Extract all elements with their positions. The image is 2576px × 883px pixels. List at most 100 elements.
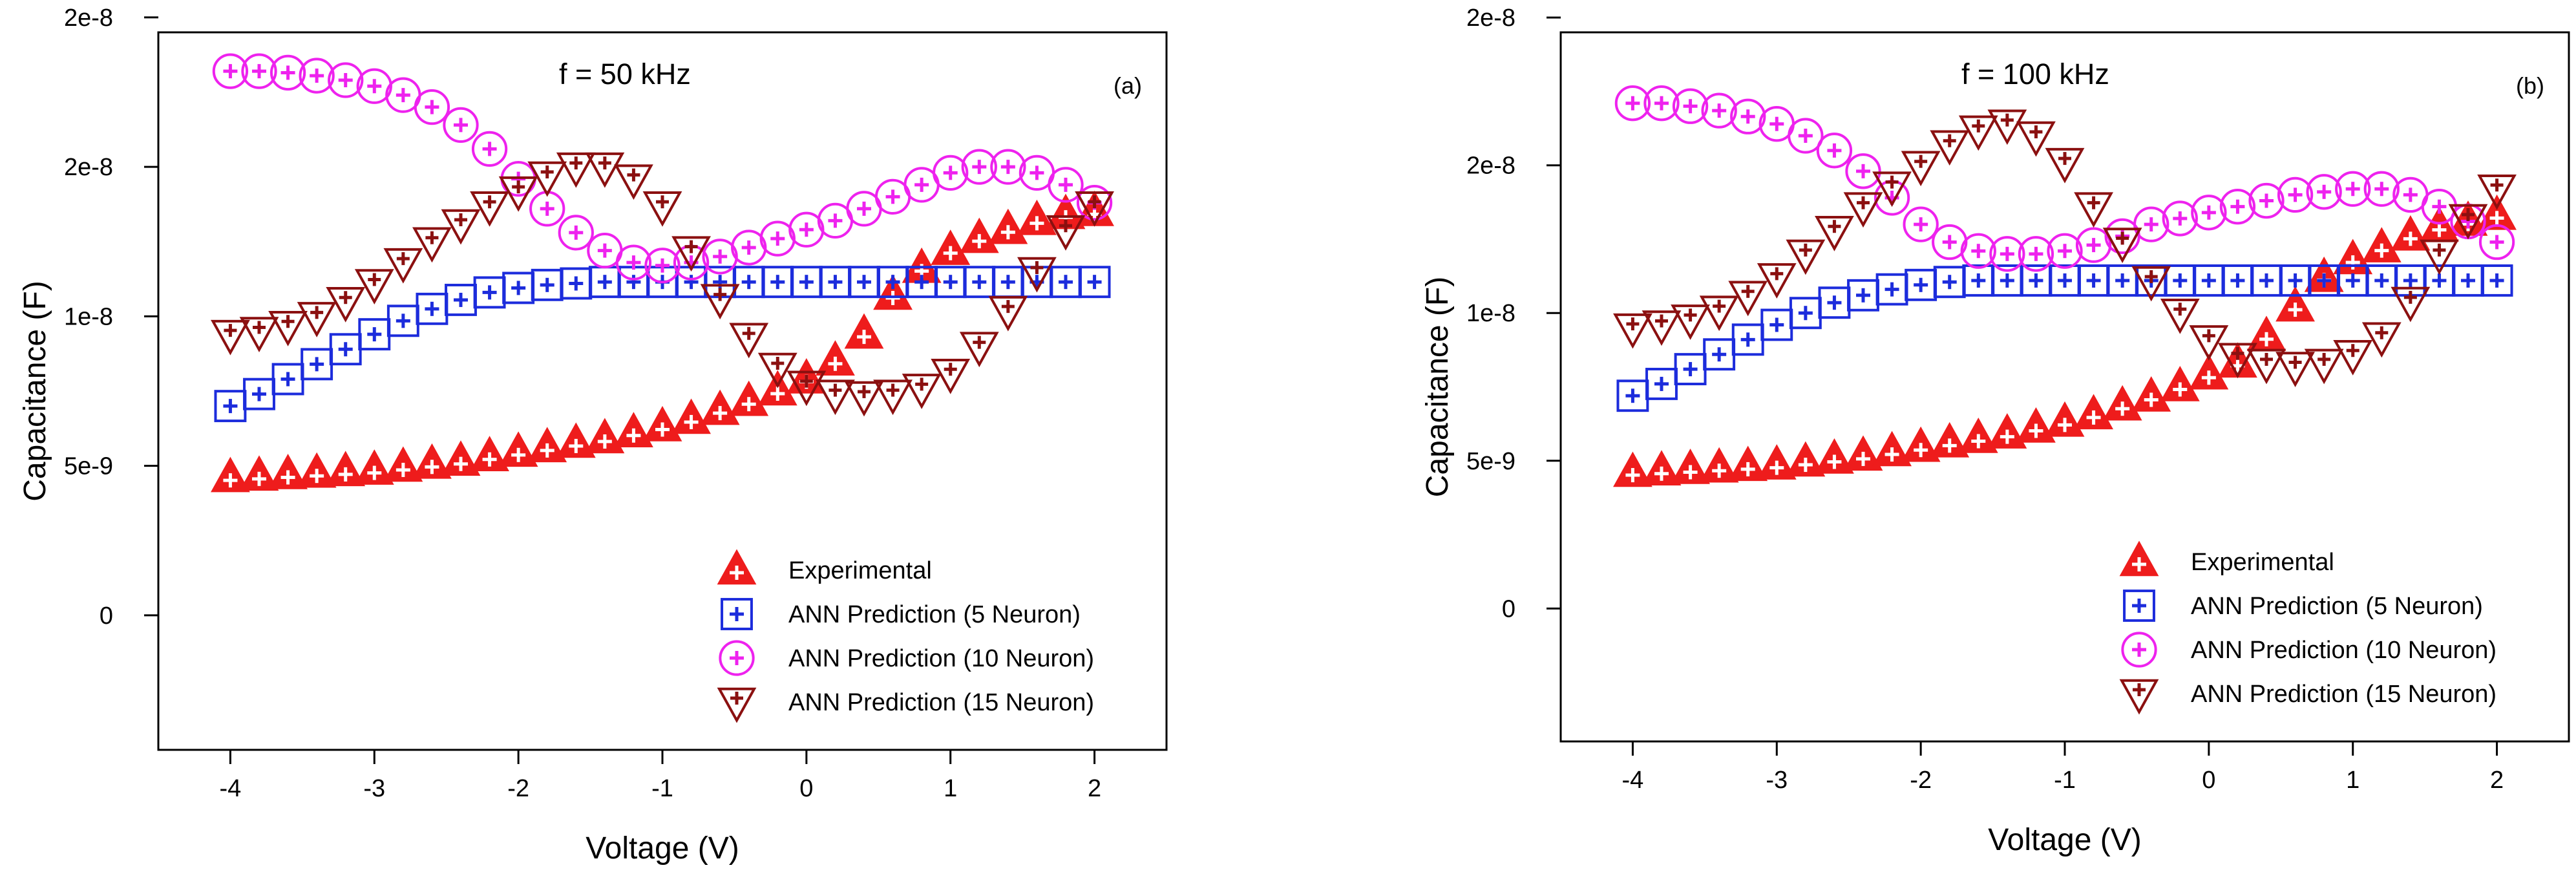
data-point [2246, 348, 2286, 385]
y-axis-label: Capacitance (F) [18, 281, 52, 501]
data-point [268, 311, 308, 346]
legend-marker [2121, 632, 2157, 668]
data-point [1046, 215, 1086, 251]
data-point [671, 236, 711, 272]
data-point [243, 378, 275, 410]
data-point [2191, 195, 2227, 231]
data-point [2102, 228, 2142, 263]
data-point [959, 217, 999, 253]
data-point [1843, 192, 1883, 228]
panel-label: (b) [2516, 72, 2544, 99]
data-point [271, 363, 304, 396]
data-point [2391, 215, 2431, 251]
data-point [873, 379, 913, 416]
chart-panel-a: -4 -3 -2 -1 0 1 2 0 5e-9 1e-8 2e-8 2e-8 Voltage (V) C… [18, 5, 1168, 866]
y-axis-label: Capacitance (F) [1420, 277, 1455, 497]
x-tick-label: -4 [1622, 767, 1644, 794]
plot-frame [157, 31, 1168, 751]
data-point [1989, 236, 2025, 272]
data-point [416, 292, 449, 325]
x-tick-label: 0 [799, 775, 813, 802]
data-point [790, 266, 823, 299]
data-point [1616, 379, 1649, 412]
data-point [386, 304, 419, 337]
data-point [1050, 266, 1082, 299]
data-point [788, 211, 825, 248]
data-point [2106, 264, 2139, 297]
data-point [1932, 224, 1968, 261]
data-point [1701, 92, 1737, 129]
legend-label: ANN Prediction (5 Neuron) [788, 601, 1081, 628]
data-point [2452, 264, 2484, 297]
legend-marker [2119, 679, 2159, 715]
data-point [473, 276, 506, 309]
data-point [2335, 171, 2371, 207]
data-point [297, 452, 337, 488]
data-point [1816, 133, 1853, 169]
series-square [214, 266, 1111, 423]
data-point [1645, 367, 1678, 400]
y-tick-label: 1e-8 [1466, 300, 1515, 327]
legend-item: ANN Prediction (10 Neuron) [719, 640, 1094, 676]
data-point [2018, 236, 2054, 272]
data-point [1987, 109, 2027, 145]
x-tick-label: -3 [363, 775, 385, 802]
data-point [1930, 421, 1970, 458]
data-point [529, 191, 565, 227]
data-point [358, 318, 391, 351]
data-point [990, 149, 1026, 185]
chart-panel-b: -4 -3 -2 -1 0 1 2 0 5e-9 1e-8 2e-8 2e-8 Voltage (V) C… [1420, 5, 2570, 857]
data-point [527, 161, 567, 197]
data-point [731, 229, 767, 266]
data-point [1845, 153, 1881, 189]
data-point [471, 131, 508, 167]
legend-label: ANN Prediction (10 Neuron) [2191, 637, 2497, 664]
data-point [2189, 354, 2229, 390]
data-point [844, 381, 884, 417]
data-point [700, 389, 740, 425]
data-point [1872, 171, 1912, 207]
data-point [241, 53, 277, 89]
data-point [328, 62, 364, 98]
data-point [470, 436, 509, 471]
data-point [614, 412, 653, 447]
data-point [556, 152, 596, 188]
data-point [644, 248, 681, 284]
data-point [2306, 174, 2342, 210]
series-circle [1614, 85, 2515, 272]
data-point [2045, 401, 2085, 437]
x-tick-label: 0 [2202, 767, 2215, 794]
legend-marker [717, 687, 757, 723]
data-point [2074, 394, 2113, 430]
y-tick-label: 1e-8 [64, 303, 113, 330]
x-tick-label: 1 [944, 775, 957, 802]
data-point [2420, 239, 2459, 275]
data-point [1730, 98, 1766, 134]
y-tick-label: 2e-8 [64, 154, 113, 181]
y-tick-label: 0 [100, 602, 113, 630]
data-point [1757, 263, 1797, 299]
data-point [412, 443, 452, 479]
data-point [732, 266, 765, 299]
data-point [2131, 376, 2171, 412]
data-point [2363, 171, 2400, 207]
data-point [269, 54, 306, 91]
legend-marker [2119, 540, 2159, 577]
data-point [614, 164, 653, 200]
x-tick-label: 2 [2490, 767, 2504, 794]
legend-item: ANN Prediction (5 Neuron) [721, 598, 1081, 630]
data-point [326, 287, 366, 323]
data-point [2275, 286, 2315, 322]
data-point [1786, 441, 1826, 477]
data-point [675, 266, 708, 299]
data-point [2275, 352, 2315, 387]
data-point [443, 107, 479, 144]
data-point [1847, 279, 1879, 312]
data-point [1017, 199, 1057, 235]
data-point [297, 302, 337, 337]
panel-label: (a) [1114, 72, 1142, 99]
data-point [2365, 264, 2398, 297]
data-point [1930, 130, 1970, 166]
data-point [931, 229, 971, 265]
